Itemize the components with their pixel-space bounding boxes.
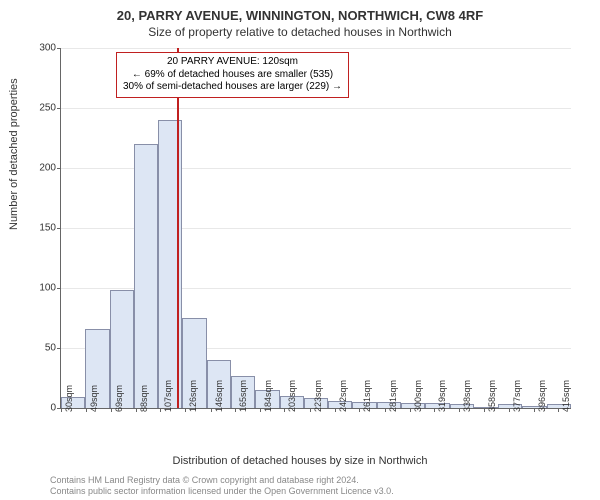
histogram-bar (134, 144, 158, 408)
x-tick-label: 300sqm (413, 380, 423, 412)
annotation-line-3: 30% of semi-detached houses are larger (… (123, 81, 342, 94)
annotation-line-2: ← 69% of detached houses are smaller (53… (123, 69, 342, 82)
x-tick-label: 396sqm (537, 380, 547, 412)
y-tick-mark (57, 108, 61, 109)
y-tick-label: 150 (26, 223, 56, 234)
x-tick-label: 203sqm (287, 380, 297, 412)
x-tick-mark (136, 408, 137, 412)
footer-attribution: Contains HM Land Registry data © Crown c… (50, 475, 394, 497)
x-tick-mark (111, 408, 112, 412)
x-tick-mark (359, 408, 360, 412)
x-tick-mark (509, 408, 510, 412)
x-tick-label: 281sqm (388, 380, 398, 412)
x-tick-mark (211, 408, 212, 412)
y-tick-label: 0 (26, 403, 56, 414)
x-tick-mark (558, 408, 559, 412)
x-tick-mark (284, 408, 285, 412)
x-tick-label: 107sqm (163, 380, 173, 412)
x-tick-mark (160, 408, 161, 412)
y-tick-mark (57, 168, 61, 169)
x-tick-mark (235, 408, 236, 412)
y-tick-mark (57, 48, 61, 49)
footer-line-1: Contains HM Land Registry data © Crown c… (50, 475, 394, 486)
y-tick-label: 200 (26, 163, 56, 174)
x-tick-label: 184sqm (263, 380, 273, 412)
x-tick-mark (410, 408, 411, 412)
x-tick-label: 242sqm (338, 380, 348, 412)
y-tick-label: 100 (26, 283, 56, 294)
x-tick-mark (459, 408, 460, 412)
x-axis-label: Distribution of detached houses by size … (0, 455, 600, 467)
x-tick-label: 377sqm (512, 380, 522, 412)
y-tick-mark (57, 348, 61, 349)
chart-container: 20, PARRY AVENUE, WINNINGTON, NORTHWICH,… (0, 0, 600, 500)
x-tick-label: 146sqm (214, 380, 224, 412)
gridline (61, 108, 571, 109)
x-tick-mark (61, 408, 62, 412)
annotation-box: 20 PARRY AVENUE: 120sqm← 69% of detached… (116, 52, 349, 98)
gridline (61, 48, 571, 49)
y-tick-mark (57, 288, 61, 289)
y-tick-label: 50 (26, 343, 56, 354)
y-tick-label: 250 (26, 103, 56, 114)
x-tick-label: 319sqm (437, 380, 447, 412)
x-tick-mark (335, 408, 336, 412)
footer-line-2: Contains public sector information licen… (50, 486, 394, 497)
page-subtitle: Size of property relative to detached ho… (0, 23, 600, 39)
x-tick-mark (534, 408, 535, 412)
x-tick-label: 49sqm (89, 385, 99, 412)
annotation-line-1: 20 PARRY AVENUE: 120sqm (123, 56, 342, 69)
x-tick-mark (310, 408, 311, 412)
y-axis-label: Number of detached properties (8, 78, 20, 230)
x-tick-label: 223sqm (313, 380, 323, 412)
page-title: 20, PARRY AVENUE, WINNINGTON, NORTHWICH,… (0, 0, 600, 23)
y-tick-mark (57, 228, 61, 229)
x-tick-mark (434, 408, 435, 412)
y-tick-label: 300 (26, 43, 56, 54)
x-tick-mark (484, 408, 485, 412)
x-tick-mark (185, 408, 186, 412)
x-tick-label: 338sqm (462, 380, 472, 412)
x-tick-label: 88sqm (139, 385, 149, 412)
x-tick-mark (260, 408, 261, 412)
x-tick-label: 261sqm (362, 380, 372, 412)
histogram-bar (158, 120, 182, 408)
x-tick-mark (86, 408, 87, 412)
x-tick-label: 415sqm (561, 380, 571, 412)
x-tick-mark (385, 408, 386, 412)
x-tick-label: 358sqm (487, 380, 497, 412)
x-tick-label: 30sqm (64, 385, 74, 412)
x-tick-label: 69sqm (114, 385, 124, 412)
property-marker-line (177, 48, 179, 408)
x-tick-label: 126sqm (188, 380, 198, 412)
x-tick-label: 165sqm (238, 380, 248, 412)
chart-area: 05010015020025030030sqm49sqm69sqm88sqm10… (60, 48, 571, 409)
